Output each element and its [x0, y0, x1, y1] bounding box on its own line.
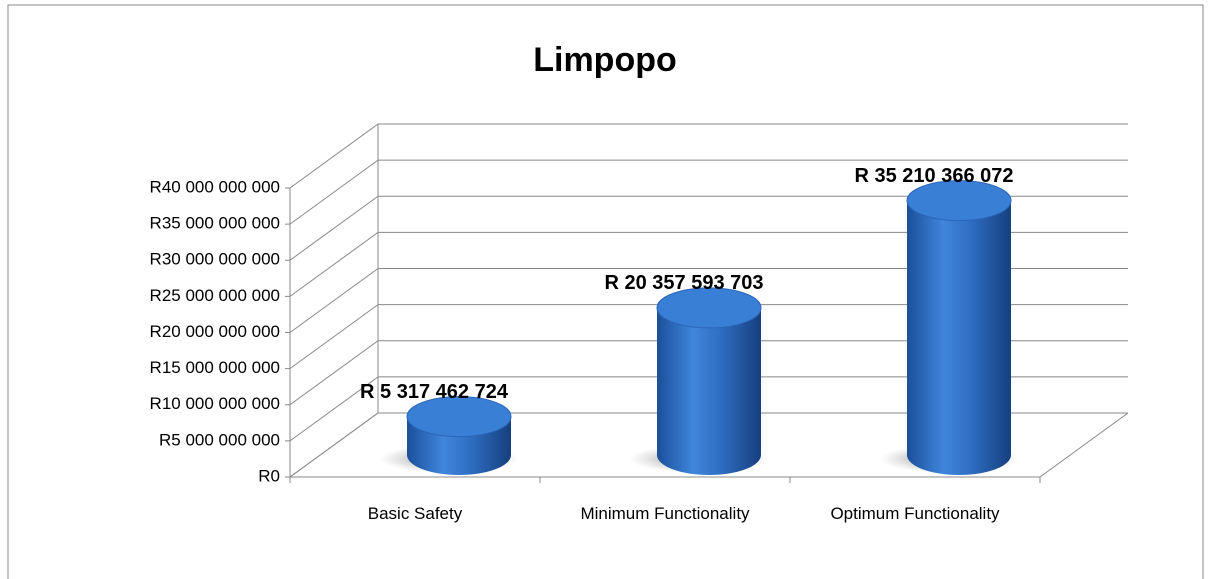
bar: [657, 307, 761, 475]
grid-line: [289, 340, 379, 406]
x-tick-label: Minimum Functionality: [580, 504, 750, 523]
chart-title: Limpopo: [533, 41, 677, 79]
y-tick-label: R30 000 000 000: [150, 250, 280, 269]
grid-line: [289, 268, 379, 333]
y-tick-label: R40 000 000 000: [150, 177, 280, 196]
bar-top: [656, 287, 762, 329]
chart-border: [7, 4, 1204, 579]
bar: [907, 200, 1011, 475]
grid-line: [289, 195, 379, 261]
x-tick-label: Optimum Functionality: [830, 504, 1000, 523]
grid-line: [289, 231, 379, 297]
grid-line: [289, 376, 379, 442]
x-tick-label: Basic Safety: [367, 504, 463, 523]
value-label: R 20 357 593 703: [604, 272, 763, 294]
y-tick-label: R35 000 000 000: [150, 214, 280, 233]
y-tick-label: R15 000 000 000: [150, 358, 280, 377]
floor-edge: [1039, 412, 1129, 478]
grid-line: [289, 159, 379, 225]
y-tick-label: R10 000 000 000: [150, 394, 280, 413]
bar-top: [906, 180, 1012, 222]
y-tick-label: R25 000 000 000: [150, 286, 280, 305]
bar-top: [406, 396, 512, 438]
bar: [407, 416, 511, 475]
grid-line: [289, 412, 379, 478]
y-tick-label: R5 000 000 000: [159, 430, 280, 449]
grid-line: [289, 123, 379, 189]
value-label: R 5 317 462 724: [360, 381, 509, 403]
value-label: R 35 210 366 072: [854, 165, 1013, 187]
y-tick-label: R20 000 000 000: [150, 322, 280, 341]
y-tick-label: R0: [258, 466, 280, 485]
grid-line: [289, 304, 379, 370]
